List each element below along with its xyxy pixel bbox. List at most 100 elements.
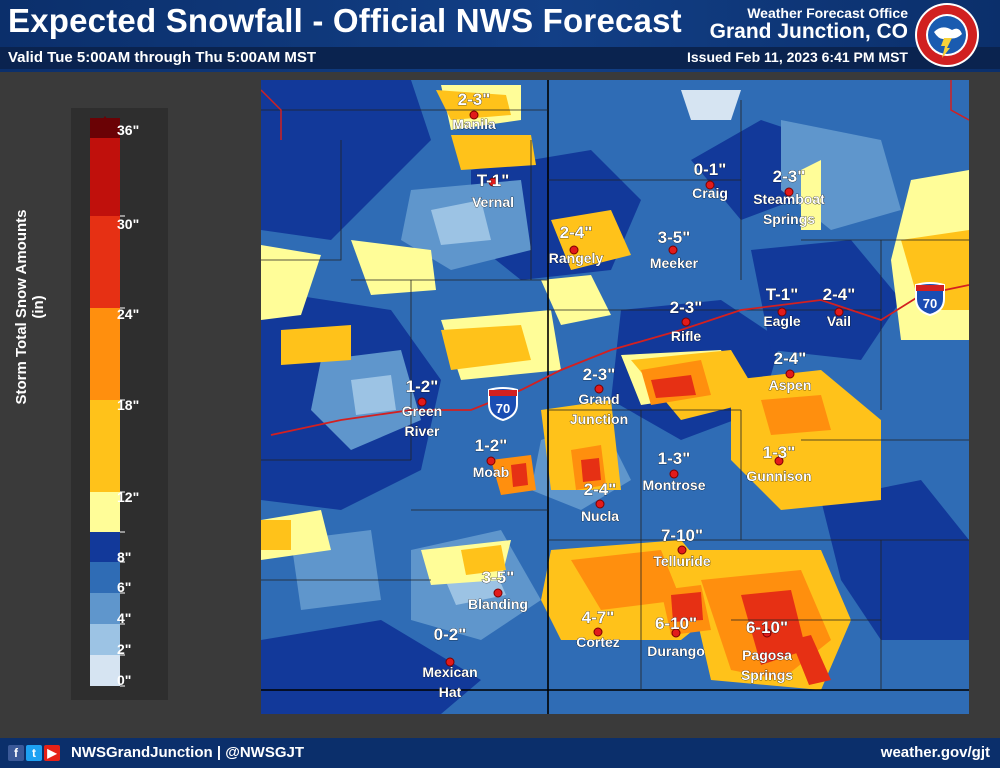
- city-marker-nucla: [595, 499, 605, 509]
- city-marker-grand-junction: [594, 384, 604, 394]
- city-name-cortez: Cortez: [576, 634, 620, 650]
- interstate-70-label: 70: [496, 401, 510, 416]
- legend-swatch-1-2: [90, 624, 120, 655]
- city-name-green-river: Green River: [402, 403, 442, 439]
- issued-time: Issued Feb 11, 2023 6:41 PM MST: [687, 49, 908, 65]
- city-name-durango: Durango: [647, 643, 705, 659]
- city-name-meeker: Meeker: [650, 255, 699, 271]
- city-amount-telluride: 7-10": [661, 526, 703, 545]
- city-marker-green-river: [417, 397, 427, 407]
- snowfall-map: 70 70 2-3" Manila T-1" Vernal 0-1" Craig 2-3" S…: [261, 80, 969, 714]
- legend-swatch-12-18: [90, 308, 120, 400]
- city-name-grand-junction: Grand Junction: [570, 391, 628, 427]
- youtube-icon[interactable]: ▶: [44, 745, 60, 761]
- city-amount-eagle: T-1": [766, 285, 799, 304]
- city-marker-rangely: [569, 245, 579, 255]
- subtitle-bar: [0, 47, 1000, 69]
- website-link[interactable]: weather.gov/gjt: [880, 744, 990, 761]
- city-amount-green-river: 1-2": [406, 377, 439, 396]
- legend-title: Storm Total Snow Amounts (in): [13, 209, 47, 405]
- city-amount-nucla: 2-4": [584, 480, 617, 499]
- city-marker-vail: [834, 307, 844, 317]
- city-marker-mexican-hat: [445, 657, 455, 667]
- legend-label-0: 0": [117, 672, 132, 688]
- city-marker-aspen: [785, 369, 795, 379]
- legend-swatch-2-3: [90, 593, 120, 624]
- city-name-eagle: Eagle: [763, 313, 801, 329]
- city-amount-craig: 0-1": [694, 160, 727, 179]
- twitter-icon[interactable]: t: [26, 745, 42, 761]
- city-amount-moab: 1-2": [475, 436, 508, 455]
- city-marker-durango: [671, 628, 681, 638]
- legend-label-4: 4": [117, 610, 132, 626]
- legend-swatch-6-8: [90, 492, 120, 532]
- city-name-mexican-hat: Mexican Hat: [422, 664, 477, 700]
- interstate-70-shield: 70: [488, 387, 518, 422]
- city-marker-craig: [705, 180, 715, 190]
- city-amount-manila: 2-3": [458, 90, 491, 109]
- city-name-nucla: Nucla: [581, 508, 619, 524]
- city-name-vail: Vail: [827, 313, 851, 329]
- city-amount-mexican-hat: 0-2": [434, 625, 467, 644]
- city-marker-moab: [486, 456, 496, 466]
- city-name-manila: Manila: [452, 116, 496, 132]
- city-marker-steamboat-springs: [784, 187, 794, 197]
- legend-swatch-4-6: [90, 532, 120, 562]
- social-handles: NWSGrandJunction | @NWSGJT: [71, 744, 304, 761]
- interstate-70-label-east: 70: [923, 296, 937, 311]
- city-name-blanding: Blanding: [468, 596, 528, 612]
- legend-label-30: 30": [117, 216, 140, 232]
- city-amount-steamboat-springs: 2-3": [773, 167, 806, 186]
- legend-swatch-24-30: [90, 138, 120, 216]
- city-marker-vernal: [488, 177, 498, 187]
- city-amount-pagosa-springs: 6-10": [746, 618, 788, 637]
- city-marker-blanding: [493, 588, 503, 598]
- city-marker-telluride: [677, 545, 687, 555]
- legend-label-18: 18": [117, 397, 140, 413]
- city-marker-manila: [469, 110, 479, 120]
- city-amount-vernal: T-1": [477, 171, 510, 190]
- facebook-icon[interactable]: f: [8, 745, 24, 761]
- city-amount-aspen: 2-4": [774, 349, 807, 368]
- page-title: Expected Snowfall - Official NWS Forecas…: [8, 2, 682, 39]
- city-marker-rifle: [681, 317, 691, 327]
- city-amount-vail: 2-4": [823, 285, 856, 304]
- city-name-rangely: Rangely: [549, 250, 604, 266]
- legend-label-12: 12": [117, 489, 140, 505]
- city-amount-durango: 6-10": [655, 614, 697, 633]
- city-amount-meeker: 3-5": [658, 228, 691, 247]
- city-marker-eagle: [777, 307, 787, 317]
- city-name-telluride: Telluride: [653, 553, 711, 569]
- legend-swatch-8-12: [90, 400, 120, 492]
- city-name-rifle: Rifle: [671, 328, 702, 344]
- legend-label-24: 24": [117, 306, 140, 322]
- legend-label-6: 6": [117, 579, 132, 595]
- city-amount-gunnison: 1-3": [763, 443, 796, 462]
- city-name-craig: Craig: [692, 185, 728, 201]
- interstate-70-shield-east: 70: [915, 282, 945, 317]
- city-amount-montrose: 1-3": [658, 449, 691, 468]
- city-amount-rifle: 2-3": [670, 298, 703, 317]
- city-name-moab: Moab: [473, 464, 510, 480]
- city-amount-grand-junction: 2-3": [583, 365, 616, 384]
- city-name-vernal: Vernal: [472, 194, 514, 210]
- city-marker-montrose: [669, 469, 679, 479]
- city-name-gunnison: Gunnison: [746, 468, 811, 484]
- city-marker-gunnison: [774, 456, 784, 466]
- city-marker-cortez: [593, 627, 603, 637]
- nws-seal-logo: [915, 3, 979, 67]
- office-label: Weather Forecast Office: [747, 5, 908, 21]
- city-name-aspen: Aspen: [769, 377, 812, 393]
- city-amount-cortez: 4-7": [582, 608, 615, 627]
- city-name-montrose: Montrose: [643, 477, 706, 493]
- legend-swatch-0-1: [90, 655, 120, 686]
- city-marker-pagosa-springs: [762, 628, 772, 638]
- legend-label-8: 8": [117, 549, 132, 565]
- legend-colorbar: [90, 116, 125, 687]
- valid-period: Valid Tue 5:00AM through Thu 5:00AM MST: [8, 49, 317, 66]
- social-icons: f t ▶: [8, 745, 60, 761]
- city-amount-blanding: 3-5": [482, 568, 515, 587]
- legend-label-2: 2": [117, 641, 132, 657]
- legend-arrow: [90, 116, 120, 138]
- city-name-pagosa-springs: Pagosa Springs: [741, 647, 793, 683]
